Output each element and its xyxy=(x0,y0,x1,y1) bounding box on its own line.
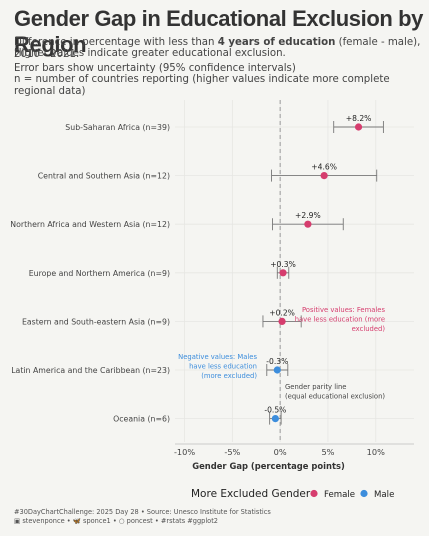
footer-credits: ▣ stevenponce • 🦋 sponce1 • ○ poncest • … xyxy=(14,517,218,525)
legend-key-male xyxy=(360,489,368,498)
region-label: Latin America and the Caribbean (n=23) xyxy=(11,366,170,375)
subtitle-text: Difference in percentage with less than xyxy=(14,37,218,48)
data-point-female xyxy=(354,123,363,131)
x-tick-label: 0% xyxy=(274,447,287,457)
region-label: Central and Southern Asia (n=12) xyxy=(38,172,170,181)
value-label: +2.9% xyxy=(295,211,321,220)
annotation-negative: Negative values: Males xyxy=(178,353,257,361)
region-label: Sub-Saharan Africa (n=39) xyxy=(65,123,170,132)
annotation-parity: (equal educational exclusion) xyxy=(285,393,385,401)
x-tick-label: -5% xyxy=(224,447,240,457)
footer-caption: #30DayChartChallenge: 2025 Day 28 • Sour… xyxy=(14,508,271,516)
region-label: Europe and Northern America (n=9) xyxy=(29,269,170,278)
subtitle-line-3: Error bars show uncertainty (95% confide… xyxy=(14,63,296,74)
data-point-male xyxy=(273,366,281,374)
data-point-male xyxy=(271,415,279,423)
legend-key-female xyxy=(310,489,318,498)
data-point-female xyxy=(279,269,287,277)
annotation-positive: have less education (more xyxy=(295,316,385,324)
subtitle-bold-text: 4 years of education xyxy=(217,37,336,48)
value-label: +0.3% xyxy=(270,260,296,269)
x-tick-label: 5% xyxy=(321,447,334,457)
annotation-negative: have less education xyxy=(189,363,257,371)
x-tick-label: 10% xyxy=(367,447,385,457)
annotation-parity: Gender parity line xyxy=(285,383,346,391)
subtitle-text: (female - male), 2010 - 2021. xyxy=(14,37,421,60)
region-label: Oceania (n=6) xyxy=(113,415,170,424)
value-label: +4.6% xyxy=(311,163,337,172)
x-axis-title: Gender Gap (percentage points) xyxy=(192,461,345,471)
x-tick-label: -10% xyxy=(174,447,195,457)
subtitle-line-1: Difference in percentage with less than … xyxy=(14,37,424,60)
subtitle-line-4: n = number of countries reporting (highe… xyxy=(14,74,390,97)
data-point-female xyxy=(320,172,328,180)
legend-label-male: Male xyxy=(374,490,394,500)
data-point-female xyxy=(304,220,312,228)
subtitle-line-2: Higher values indicate greater education… xyxy=(14,48,286,59)
annotation-positive: excluded) xyxy=(352,325,386,333)
value-label: +8.2% xyxy=(346,114,372,123)
legend-title: More Excluded Gender xyxy=(191,488,311,500)
annotation-negative: (more excluded) xyxy=(201,372,257,380)
legend-label-female: Female xyxy=(324,490,355,500)
data-point-female xyxy=(278,317,286,325)
value-label: +0.2% xyxy=(269,308,295,317)
value-label: -0.5% xyxy=(264,406,286,415)
value-label: -0.3% xyxy=(266,357,288,366)
region-label: Northern Africa and Western Asia (n=12) xyxy=(10,220,170,229)
chart-title: Gender Gap in Educational Exclusion by R… xyxy=(14,6,423,57)
annotation-positive: Positive values: Females xyxy=(302,306,385,314)
region-label: Eastern and South-eastern Asia (n=9) xyxy=(22,317,170,326)
